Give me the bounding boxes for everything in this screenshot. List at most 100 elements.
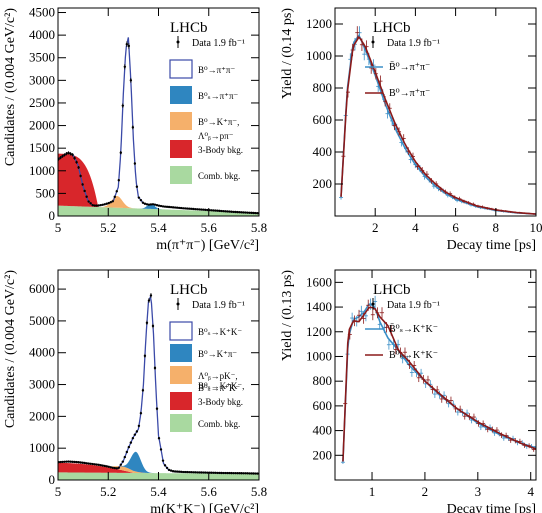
legend-label: B⁰→π⁺π⁻ xyxy=(198,65,235,75)
y-tick-label: 2000 xyxy=(29,118,55,133)
data-point xyxy=(238,472,241,475)
data-point xyxy=(167,205,171,209)
data-point xyxy=(113,195,116,199)
data-point xyxy=(218,471,221,475)
data-point xyxy=(87,462,90,465)
experiment-label: LHCb xyxy=(170,282,208,298)
data-point xyxy=(95,463,98,466)
data-point xyxy=(165,205,169,209)
data-point xyxy=(246,211,249,214)
data-point xyxy=(101,464,104,467)
data-point xyxy=(171,206,175,209)
x-tick-label: 5.6 xyxy=(201,484,218,499)
data-point xyxy=(220,209,223,213)
x-tick-label: 5.6 xyxy=(201,220,218,235)
y-tick-label: 1000 xyxy=(29,163,55,178)
data-point xyxy=(101,203,104,206)
data-point xyxy=(151,203,155,206)
data-point xyxy=(169,205,173,209)
x-tick-label: 5.2 xyxy=(100,220,116,235)
data-point xyxy=(133,162,137,165)
data-point xyxy=(115,190,118,193)
data-point xyxy=(224,210,227,213)
data-point xyxy=(63,460,66,463)
legend-label: B̄⁰ₛ→K⁺K⁻ xyxy=(389,323,438,335)
y-tick-label: 200 xyxy=(313,176,333,191)
data-point xyxy=(242,472,245,475)
three-body-bkg-area xyxy=(58,462,259,474)
data-point xyxy=(224,471,227,475)
data-point xyxy=(204,208,207,212)
data-point xyxy=(228,210,231,213)
x-tick-label: 6 xyxy=(452,220,459,235)
y-tick-label: 800 xyxy=(313,80,333,95)
data-point xyxy=(252,472,255,475)
data-point xyxy=(127,445,131,449)
legend-label: Λ⁰ᵦ→pK⁻, xyxy=(198,371,238,381)
data-point xyxy=(69,460,72,463)
data-point xyxy=(83,461,86,465)
data-point xyxy=(228,471,231,475)
three-body-bkg-area xyxy=(58,153,259,213)
legend-label: 3-Body bkg. xyxy=(198,145,243,155)
data-point xyxy=(189,471,193,474)
data-point xyxy=(83,189,86,193)
data-point xyxy=(129,79,133,82)
data-point xyxy=(77,461,80,464)
legend-label: B⁰ₛ→K⁺K⁻ xyxy=(198,327,242,337)
panel-2: 2 4 6 8 10 200 400 600 800 1000 1200 Decay time [ps… xyxy=(280,7,542,253)
data-point xyxy=(91,462,94,466)
y-tick-label: 600 xyxy=(313,398,333,413)
data-point xyxy=(103,203,106,206)
data-point xyxy=(119,151,123,154)
legend: Data 1.9 fb⁻¹B⁰ₛ→K⁺K⁻B⁰→K⁺π⁻Λ⁰ᵦ→pK⁻,B⁰ₛ→… xyxy=(169,298,245,432)
data-point xyxy=(103,464,106,468)
data-point xyxy=(75,460,78,464)
data-point xyxy=(236,210,239,214)
data-point xyxy=(240,472,243,475)
y-tick-label: 800 xyxy=(313,373,333,388)
data-point xyxy=(195,208,199,211)
data-point xyxy=(248,211,251,214)
data-point xyxy=(155,407,159,410)
panel-4: 1 2 3 4 200 400 600 800 1000 1200 1400 1600 Decay ti… xyxy=(280,269,537,513)
x-tick-label: 5 xyxy=(55,220,62,235)
data-point xyxy=(198,208,201,211)
x-tick-label: 4 xyxy=(527,484,534,499)
x-tick-label: 2 xyxy=(422,484,429,499)
data-point xyxy=(256,212,259,215)
data-point xyxy=(77,166,80,169)
data-point xyxy=(187,470,191,474)
data-point xyxy=(59,156,62,159)
y-tick-label: 1600 xyxy=(306,274,332,289)
data-point xyxy=(167,468,171,472)
legend: Data 1.9 fb⁻¹ B̄⁰→π⁺π⁻ B⁰→π⁺π⁻ xyxy=(365,36,440,99)
data-point xyxy=(232,471,235,475)
experiment-label: LHCb xyxy=(170,20,208,36)
data-point xyxy=(175,470,179,473)
data-point xyxy=(147,203,151,206)
y-tick-label: 1200 xyxy=(306,16,332,31)
data-point xyxy=(244,472,247,475)
legend-marker-dot xyxy=(371,40,375,44)
legend-label: Data 1.9 fb⁻¹ xyxy=(387,38,440,49)
data-point xyxy=(216,471,219,475)
legend-swatch xyxy=(170,112,192,130)
data-point xyxy=(113,466,116,470)
data-point xyxy=(71,153,74,156)
data-point xyxy=(117,466,121,469)
data-point xyxy=(193,471,197,474)
data-point xyxy=(125,450,129,454)
data-point xyxy=(179,206,183,210)
legend-label: Comb. bkg. xyxy=(198,171,240,181)
data-point xyxy=(232,210,235,214)
data-point xyxy=(169,469,173,472)
data-point xyxy=(97,204,100,207)
data-point xyxy=(242,211,245,214)
y-tick-label: 400 xyxy=(313,423,333,438)
legend-label: B⁰ₛ→π⁺K⁻ xyxy=(198,383,240,393)
data-point xyxy=(214,209,217,212)
panel-3: 5 5.2 5.4 5.6 5.8 0 1000 2000 3000 4000 5000 6000 m(… xyxy=(3,269,267,513)
x-tick-label: 8 xyxy=(493,220,500,235)
data-point xyxy=(157,437,161,440)
